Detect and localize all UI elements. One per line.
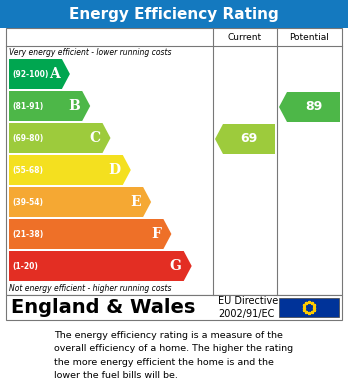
Polygon shape xyxy=(9,187,151,217)
Polygon shape xyxy=(9,251,192,281)
Text: The energy efficiency rating is a measure of the
overall efficiency of a home. T: The energy efficiency rating is a measur… xyxy=(54,331,294,380)
Text: F: F xyxy=(151,227,161,241)
Text: Potential: Potential xyxy=(290,32,330,41)
Text: B: B xyxy=(69,99,80,113)
Text: (1-20): (1-20) xyxy=(12,262,38,271)
Text: (92-100): (92-100) xyxy=(12,70,48,79)
Polygon shape xyxy=(215,124,275,154)
Text: 89: 89 xyxy=(305,100,322,113)
Text: (39-54): (39-54) xyxy=(12,197,43,206)
Polygon shape xyxy=(9,155,131,185)
Bar xyxy=(6,295,342,320)
Text: Energy Efficiency Rating: Energy Efficiency Rating xyxy=(69,7,279,22)
Text: Current: Current xyxy=(228,32,262,41)
Text: G: G xyxy=(170,259,182,273)
Text: D: D xyxy=(109,163,121,177)
Polygon shape xyxy=(9,59,70,89)
Bar xyxy=(0,0,348,28)
Text: E: E xyxy=(130,195,141,209)
Polygon shape xyxy=(279,92,340,122)
Text: England & Wales: England & Wales xyxy=(11,298,195,317)
Text: Very energy efficient - lower running costs: Very energy efficient - lower running co… xyxy=(9,48,172,57)
Polygon shape xyxy=(9,91,90,121)
Text: (21-38): (21-38) xyxy=(12,230,43,239)
Polygon shape xyxy=(9,123,111,153)
Text: A: A xyxy=(49,67,60,81)
Bar xyxy=(279,298,339,317)
Text: Not energy efficient - higher running costs: Not energy efficient - higher running co… xyxy=(9,284,172,293)
Text: (69-80): (69-80) xyxy=(12,133,43,142)
Bar xyxy=(6,28,342,295)
Text: 69: 69 xyxy=(240,133,258,145)
Polygon shape xyxy=(9,219,172,249)
Text: (81-91): (81-91) xyxy=(12,102,43,111)
Text: C: C xyxy=(89,131,101,145)
Text: (55-68): (55-68) xyxy=(12,165,43,174)
Text: EU Directive: EU Directive xyxy=(218,296,278,307)
Text: 2002/91/EC: 2002/91/EC xyxy=(218,308,274,319)
